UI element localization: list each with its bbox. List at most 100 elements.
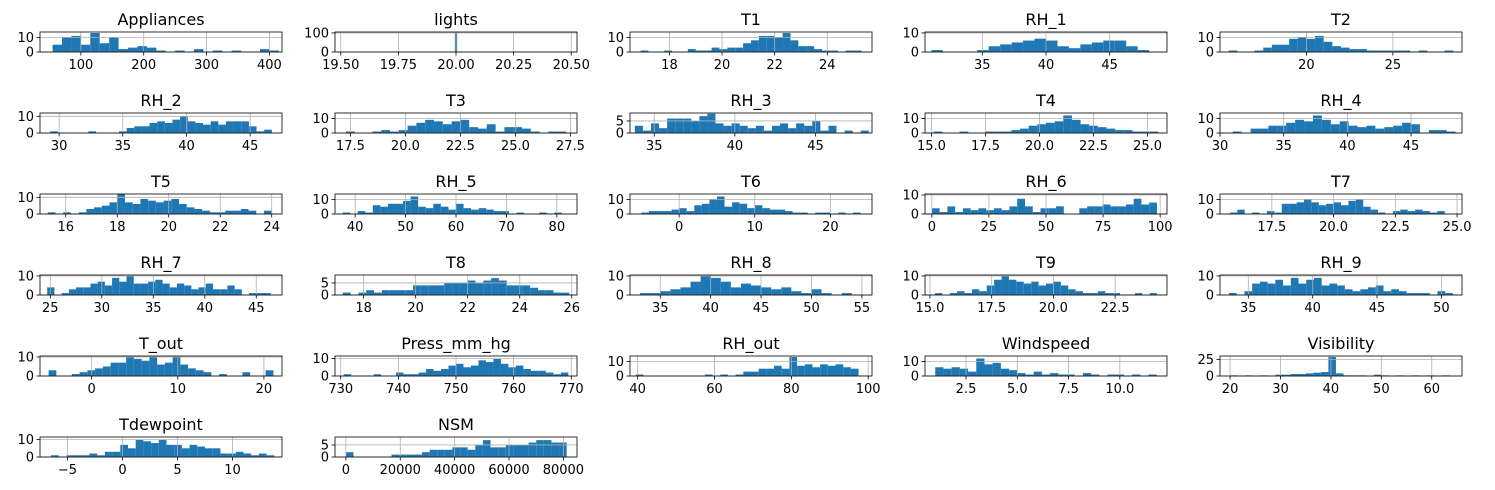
histogram-bar [545, 372, 554, 376]
histogram-panel: T8 18 20 22 24 26 05 [321, 253, 580, 316]
histogram-bar [1091, 42, 1104, 52]
x-tick-label: 0 [88, 382, 96, 397]
histogram-bar [771, 125, 781, 133]
x-tick-label: 50 [397, 220, 414, 235]
histogram-bar [63, 212, 71, 214]
histogram-bar [642, 130, 651, 133]
histogram-bar [1373, 374, 1382, 376]
x-tick-label: 20.50 [553, 58, 590, 73]
x-tick-label: 22.5 [1079, 139, 1108, 154]
x-tick-label: 22.5 [1381, 220, 1410, 235]
histogram-bar [1311, 202, 1319, 214]
x-tick-label: 24 [819, 58, 836, 73]
histogram-bar [548, 131, 558, 133]
histogram-bar [979, 291, 987, 295]
histogram-bar [448, 365, 456, 376]
histogram-bar [251, 455, 259, 457]
histogram-bar [769, 209, 778, 214]
histogram-bar [51, 455, 59, 457]
histogram-panel: RH_8 35 40 45 50 55 0 10 [607, 253, 873, 316]
histogram-bar [149, 356, 158, 376]
histogram-bar [650, 123, 660, 133]
histogram-bar [456, 363, 464, 376]
x-tick-label: 19.75 [380, 58, 417, 73]
histogram-bar [399, 454, 407, 457]
y-tick-label: 0 [26, 370, 34, 385]
histogram-bar [470, 365, 479, 376]
x-tick-label: 15.0 [917, 139, 946, 154]
histogram-bar [1296, 202, 1304, 214]
x-tick-label: 17.5 [971, 139, 1000, 154]
x-tick-label: 20 [407, 301, 424, 316]
histogram-bar [1075, 291, 1084, 295]
histogram-bar [792, 212, 801, 214]
histogram-bar [1286, 122, 1296, 133]
histogram-bar [166, 444, 175, 457]
histogram-bar [1001, 210, 1010, 214]
histogram-bar [1017, 198, 1025, 214]
histogram-bar [771, 289, 782, 295]
histogram-bar [1398, 291, 1407, 295]
histogram-bar [703, 50, 712, 52]
histogram-bar [933, 131, 943, 133]
histogram-bar [735, 47, 744, 52]
x-tick-label: 17.5 [977, 301, 1006, 316]
histogram-bar [48, 370, 57, 376]
histogram-bar [648, 211, 657, 214]
panel-title: Press_mm_hg [401, 334, 511, 354]
histogram-bar [515, 365, 524, 376]
histogram-bar [740, 283, 751, 295]
histogram-panel: RH_4 30 35 40 45 010 [1197, 91, 1463, 154]
histogram-bar [707, 113, 716, 133]
histogram-bar [641, 212, 649, 214]
histogram-bar [1313, 277, 1322, 295]
histogram-bar [557, 131, 566, 133]
x-tick-label: 70 [498, 220, 515, 235]
x-tick-label: 35 [974, 58, 991, 73]
histogram-bar [1048, 208, 1057, 214]
histogram-bar [225, 210, 234, 214]
histogram-bar [530, 370, 539, 376]
histogram-bar [405, 290, 414, 295]
histogram-bar [675, 118, 684, 133]
histogram-bar [78, 212, 87, 214]
histogram-bar [104, 285, 113, 295]
histogram-bar [342, 292, 351, 295]
histogram-bar [398, 130, 408, 133]
histogram-bar [1132, 374, 1141, 376]
histogram-bar [407, 125, 417, 133]
histogram-bar [249, 293, 257, 295]
histogram-bar [508, 367, 516, 376]
x-tick-label: 750 [444, 382, 469, 397]
histogram-bar [1033, 371, 1042, 376]
histogram-bar [95, 368, 103, 376]
x-tick-label: 20.0 [1025, 139, 1054, 154]
histogram-bar [789, 357, 798, 376]
x-tick-label: 7.5 [1058, 382, 1079, 397]
y-tick-label: 5 [321, 276, 329, 291]
histogram-bar [187, 121, 196, 133]
histogram-panel: T5 16 18 20 22 24 0 10 [17, 172, 283, 235]
histogram-bar [695, 50, 704, 52]
histogram-bar [1107, 374, 1116, 376]
panel-title: RH_6 [1025, 172, 1066, 192]
histogram-bar [119, 281, 127, 295]
x-tick-label: 80 [549, 220, 566, 235]
x-tick-label: −5 [58, 463, 77, 478]
histogram-bar [403, 200, 411, 214]
histogram-bar [186, 207, 195, 214]
histogram-bar [448, 209, 456, 214]
histogram-bar [422, 452, 430, 457]
histogram-bar [134, 126, 142, 133]
histogram-bar [1011, 42, 1024, 52]
histogram-bar [1446, 131, 1456, 133]
histogram-bar [225, 121, 234, 133]
y-tick-label: 0 [911, 289, 919, 304]
histogram-bar [126, 275, 134, 295]
histogram-bar [220, 453, 229, 457]
x-tick-label: 30 [1212, 139, 1229, 154]
histogram-bar [86, 209, 95, 214]
x-tick-label: 40 [727, 139, 744, 154]
x-tick-label: 35 [145, 301, 162, 316]
